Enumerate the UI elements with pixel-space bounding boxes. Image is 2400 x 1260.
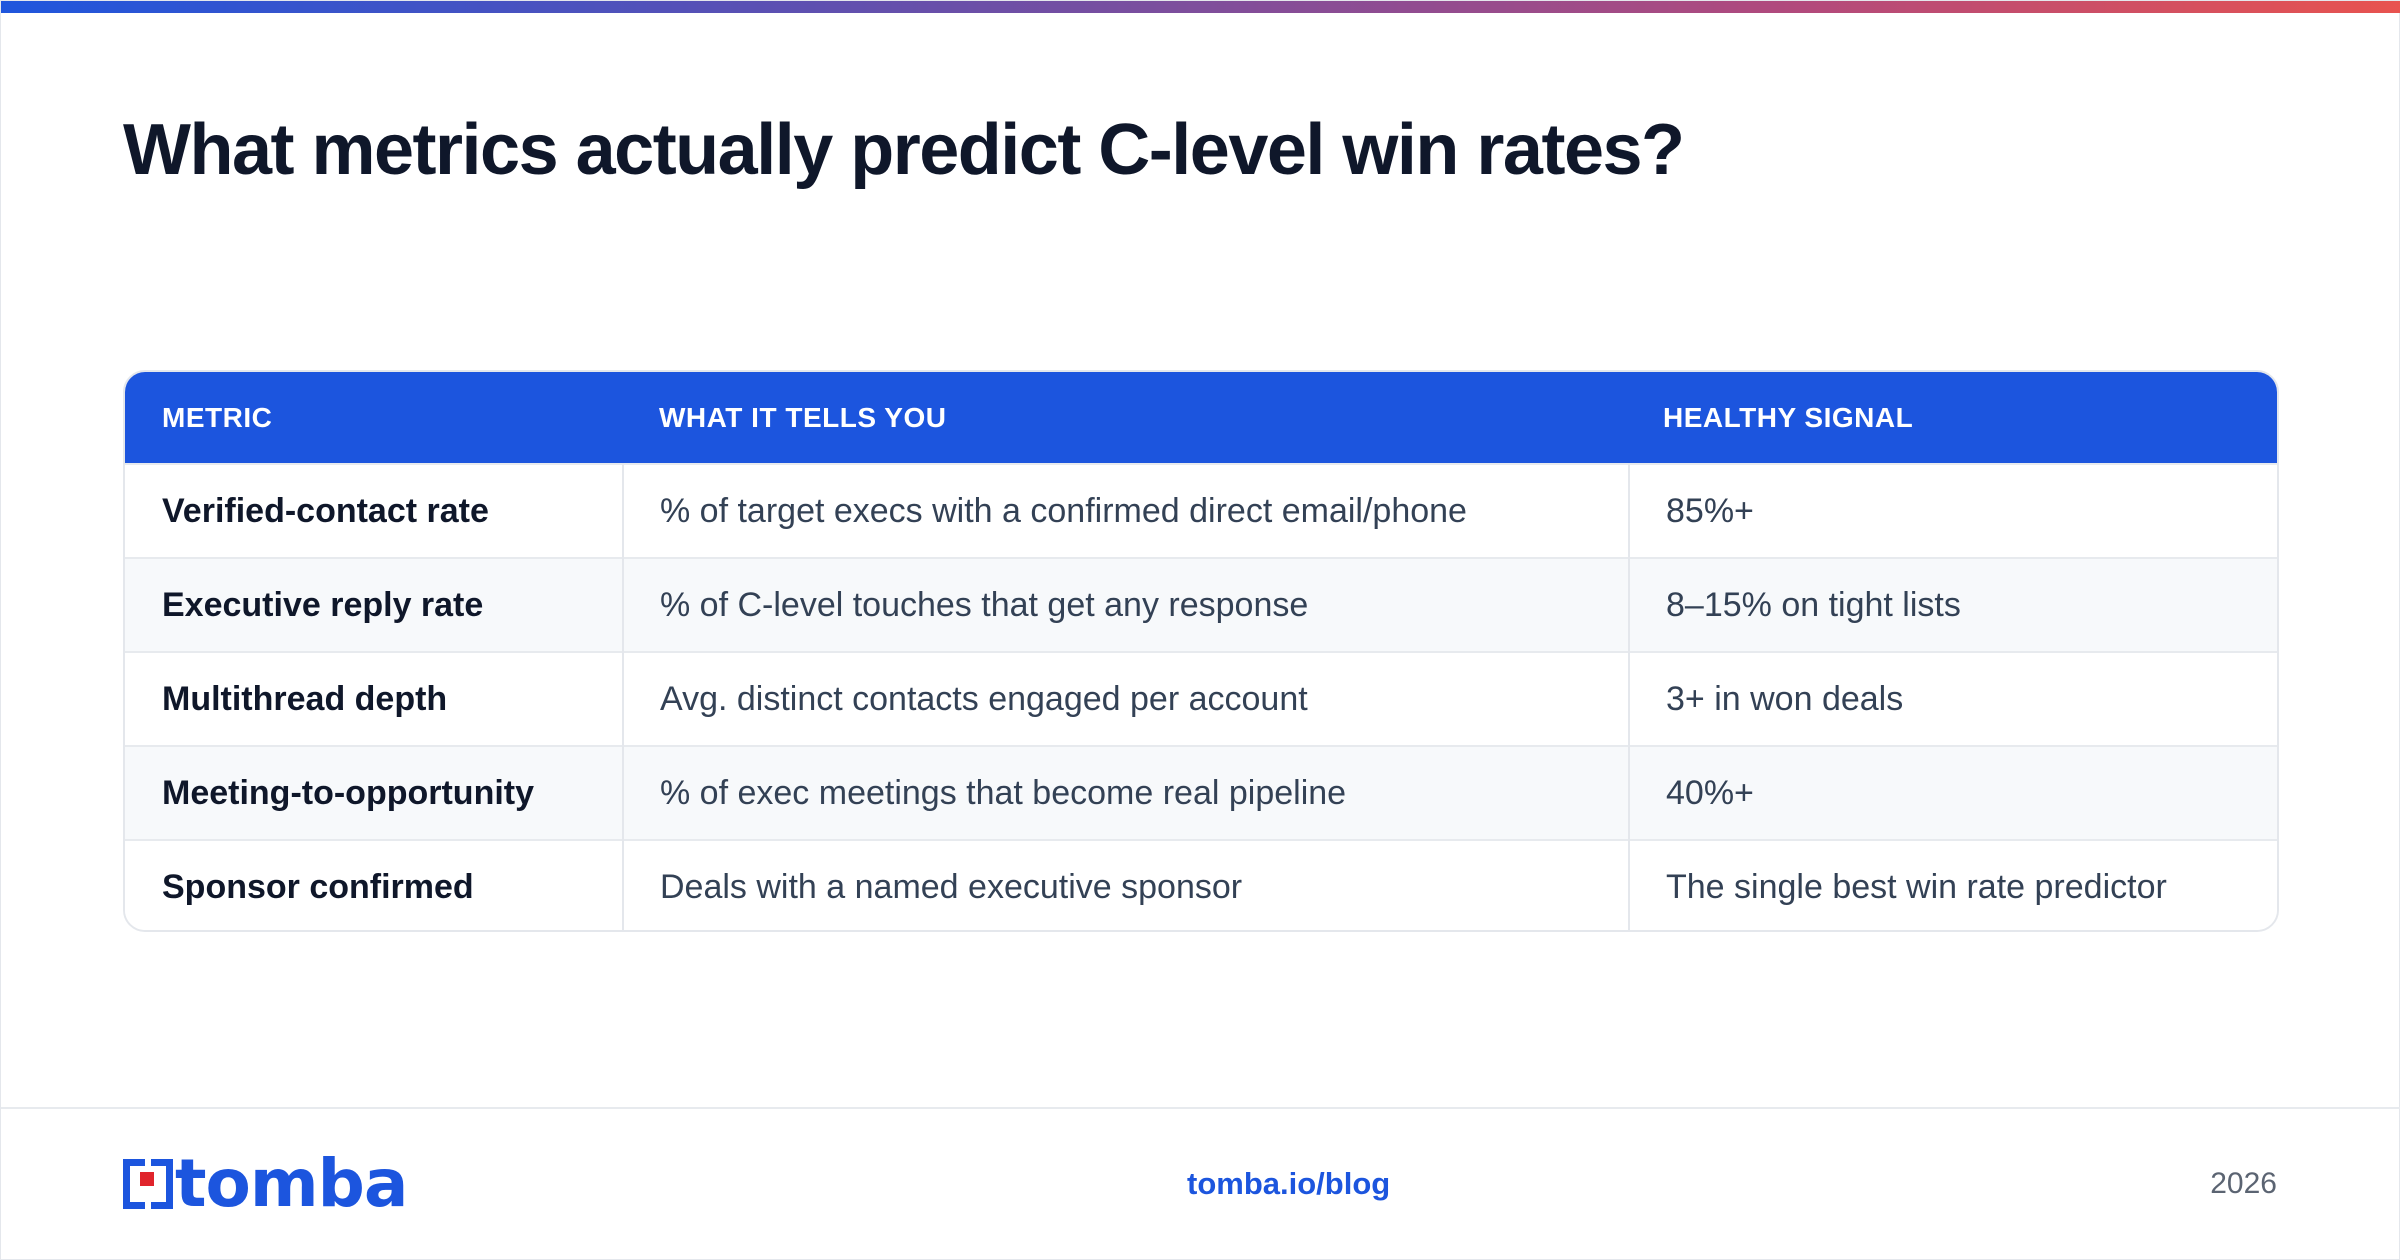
table-row: Verified-contact rate % of target execs … (125, 463, 2277, 558)
header-metric: METRIC (162, 401, 273, 433)
description-cell: % of C-level touches that get any respon… (623, 557, 1630, 652)
table-row: Sponsor confirmed Deals with a named exe… (125, 839, 2277, 930)
tomba-logo-text: tomba (175, 1145, 408, 1222)
blog-link[interactable]: tomba.io/blog (1187, 1166, 1391, 1201)
footer-divider (1, 1107, 2400, 1109)
metrics-table: METRIC WHAT IT TELLS YOU HEALTHY SIGNAL … (123, 370, 2279, 932)
description-cell: % of target execs with a confirmed direc… (623, 463, 1630, 558)
footer-year: 2026 (2210, 1167, 2277, 1200)
description-cell: % of exec meetings that become real pipe… (623, 745, 1630, 840)
signal-cell: 3+ in won deals (1629, 651, 2277, 746)
table-row: Executive reply rate % of C-level touche… (125, 557, 2277, 652)
metric-cell: Executive reply rate (125, 557, 624, 652)
table-body: Verified-contact rate % of target execs … (125, 463, 2277, 930)
top-gradient-bar (1, 1, 2400, 13)
metric-cell: Multithread depth (125, 651, 624, 746)
table-header-row: METRIC WHAT IT TELLS YOU HEALTHY SIGNAL (125, 372, 2277, 464)
signal-cell: The single best win rate predictor (1629, 839, 2277, 930)
metric-cell: Sponsor confirmed (125, 839, 624, 930)
page-title: What metrics actually predict C-level wi… (123, 110, 1685, 190)
signal-cell: 40%+ (1629, 745, 2277, 840)
table-row: Meeting-to-opportunity % of exec meeting… (125, 745, 2277, 840)
table-header: METRIC WHAT IT TELLS YOU HEALTHY SIGNAL (125, 372, 2277, 464)
description-cell: Deals with a named executive sponsor (623, 839, 1630, 930)
metrics-table-grid: METRIC WHAT IT TELLS YOU HEALTHY SIGNAL … (125, 372, 2277, 930)
table-row: Multithread depth Avg. distinct contacts… (125, 651, 2277, 746)
tomba-logo: tomba (123, 1145, 408, 1222)
signal-cell: 85%+ (1629, 463, 2277, 558)
header-healthy-signal: HEALTHY SIGNAL (1663, 401, 1914, 433)
tomba-logo-icon (123, 1159, 173, 1209)
header-what-it-tells-you: WHAT IT TELLS YOU (659, 401, 947, 433)
description-cell: Avg. distinct contacts engaged per accou… (623, 651, 1630, 746)
signal-cell: 8–15% on tight lists (1629, 557, 2277, 652)
metric-cell: Verified-contact rate (125, 463, 624, 558)
metric-cell: Meeting-to-opportunity (125, 745, 624, 840)
